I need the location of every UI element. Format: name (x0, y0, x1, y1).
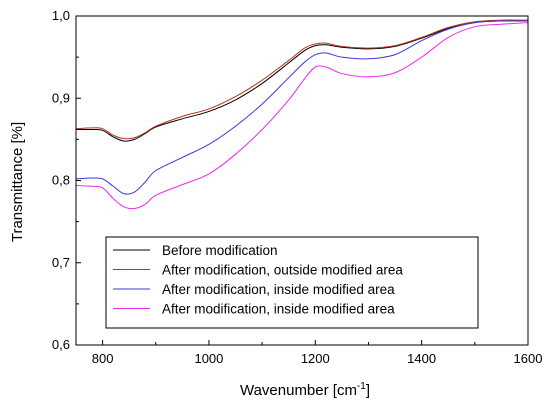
x-tick-label: 1400 (407, 351, 436, 366)
x-axis-title-suffix: ] (366, 382, 370, 399)
series-line-1 (75, 20, 529, 142)
x-tick-label: 1200 (301, 351, 330, 366)
y-tick-label: 0,7 (52, 255, 70, 270)
x-axis-title-sup: -1 (357, 381, 366, 392)
y-tick-label: 0,6 (52, 337, 70, 352)
x-axis-title: Wavenumber [cm-1] (240, 381, 370, 399)
y-tick-label: 0,8 (52, 173, 70, 188)
y-tick-label: 0,9 (52, 90, 70, 105)
y-tick-label: 1,0 (52, 8, 70, 23)
series-line-3 (75, 20, 529, 195)
legend-box (105, 236, 479, 329)
legend-label-1: Before modification (162, 243, 278, 258)
x-tick-label: 800 (92, 351, 114, 366)
legend-label-3: After modification, inside modified area (162, 282, 395, 297)
x-tick-label: 1600 (514, 351, 543, 366)
legend-label-4: After modification, inside modified area (162, 302, 395, 317)
series-line-4 (75, 22, 529, 210)
legend-label-2: After modification, outside modified are… (162, 263, 403, 278)
legend: Before modification After modification, o… (105, 236, 479, 329)
y-axis-title: Transmittance [%] (9, 122, 26, 242)
x-axis-title-main: Wavenumber [cm (240, 382, 357, 399)
series-line-2 (75, 19, 529, 140)
x-tick-label: 1000 (194, 351, 223, 366)
series-layer (75, 19, 529, 210)
ticks-layer: 800 1000 1200 1400 1600 0,6 0,7 0,8 0,9 1,0 (52, 8, 543, 366)
